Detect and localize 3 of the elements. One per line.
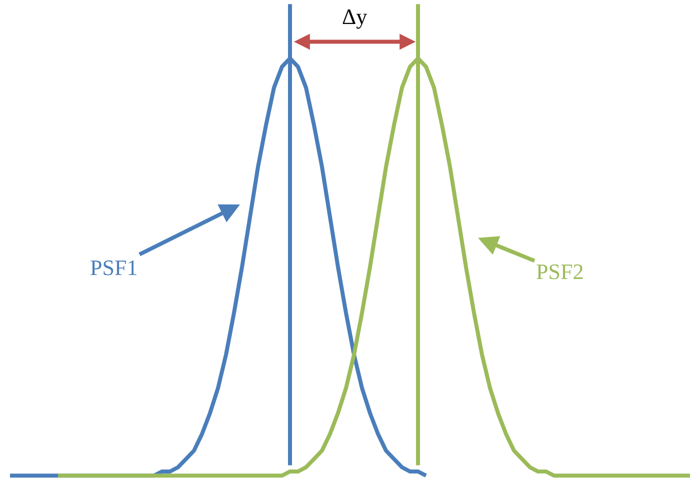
text: PSF2 <box>536 259 584 284</box>
text: Δy <box>342 4 368 29</box>
text: PSF1 <box>90 255 138 280</box>
